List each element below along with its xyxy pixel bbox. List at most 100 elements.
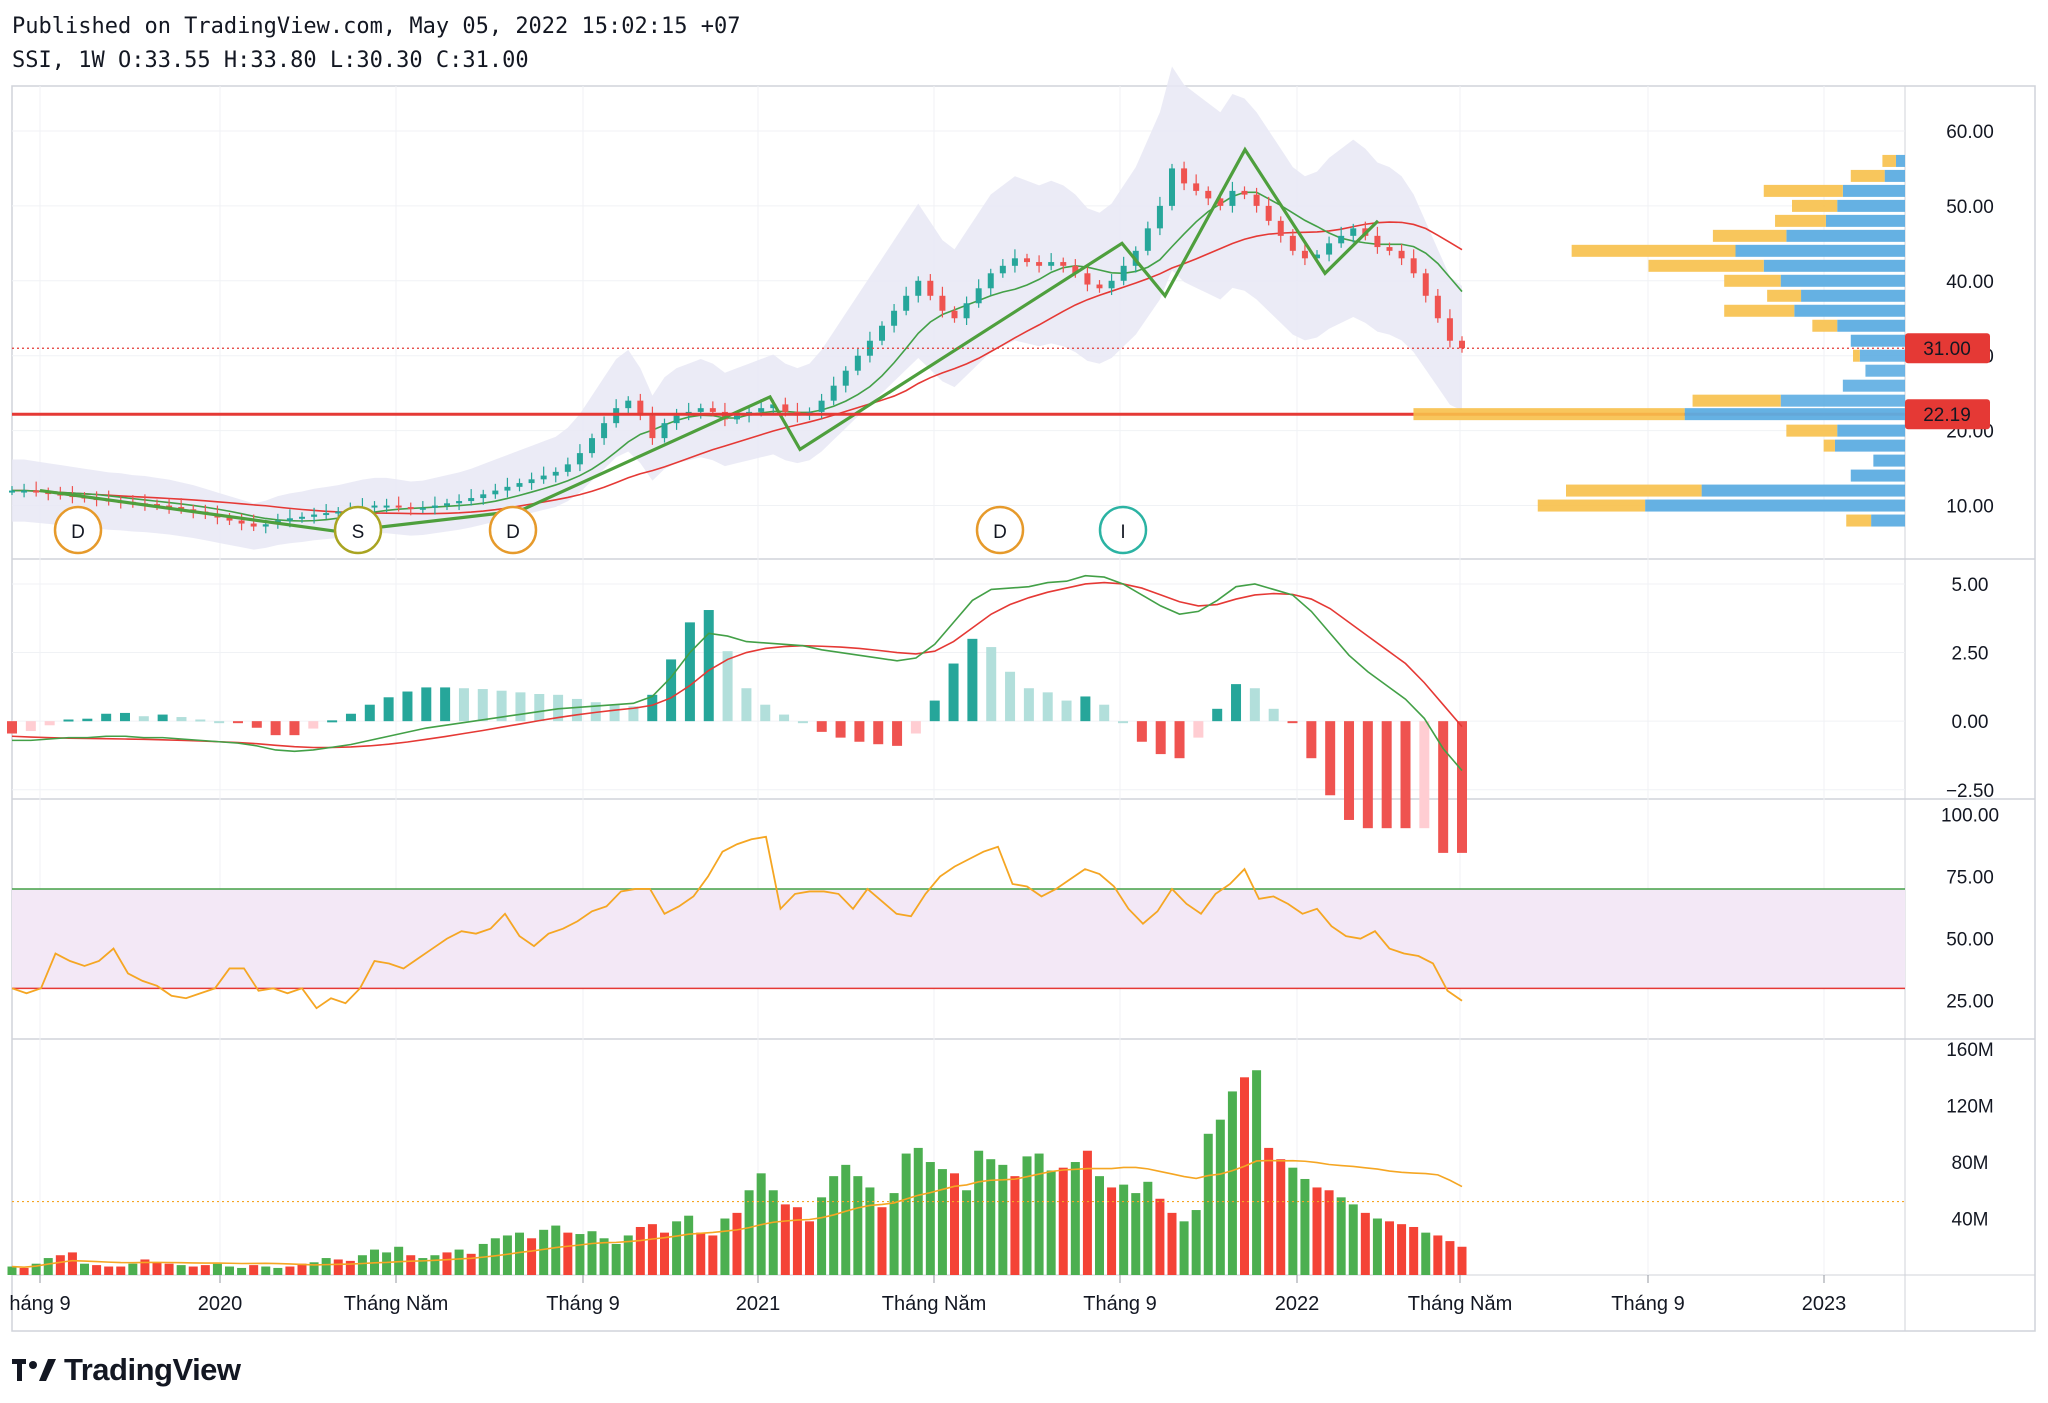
volume-profile-buy	[1780, 394, 1905, 407]
event-marker-dividend	[975, 505, 1025, 555]
macd-histogram-bar	[214, 721, 225, 724]
volume-bar	[599, 1238, 609, 1275]
close-price-label-bg	[1905, 333, 1990, 364]
volume-bar	[1300, 1178, 1310, 1275]
volume-bar	[1070, 1162, 1080, 1275]
bollinger-band	[12, 66, 1462, 550]
macd-histogram-bar	[722, 651, 733, 722]
candle-body	[311, 514, 318, 517]
volume-bar	[587, 1231, 597, 1275]
volume-profile-sell	[1724, 304, 1795, 317]
volume-bar	[140, 1259, 150, 1275]
volume-profile-sell	[1882, 154, 1896, 167]
candle-body	[576, 453, 583, 465]
volume-bar	[1215, 1119, 1225, 1275]
event-marker-label: D	[71, 522, 85, 543]
candle-body	[1289, 235, 1296, 251]
volume-bar	[1191, 1210, 1201, 1275]
volume-bar	[466, 1253, 476, 1275]
volume-bar	[188, 1266, 198, 1275]
volume-bar	[611, 1243, 621, 1275]
macd-histogram-bar	[176, 717, 187, 722]
volume-bar	[237, 1267, 247, 1275]
candle-body	[903, 295, 910, 311]
volume-bar	[285, 1266, 295, 1275]
event-marker-label: S	[352, 522, 365, 543]
event-marker-dividend	[488, 505, 538, 555]
volume-bar	[152, 1262, 162, 1275]
volume-profile-sell	[1767, 289, 1802, 302]
volume-bar	[478, 1243, 488, 1275]
macd-histogram-bar	[7, 721, 17, 734]
event-marker-split	[333, 505, 383, 555]
volume-profile-buy	[1865, 364, 1905, 377]
rsi-tick-label: 25.00	[1946, 992, 1994, 1013]
symbol-ohlc-line: SSI, 1W O:33.55 H:33.80 L:30.30 C:31.00	[12, 48, 529, 73]
event-marker-dividend	[53, 505, 103, 555]
volume-bar	[1252, 1070, 1262, 1275]
candle-body	[1011, 258, 1018, 266]
volume-bar	[1276, 1159, 1286, 1275]
volume-profile-buy	[1684, 408, 1905, 421]
volume-bar	[1372, 1218, 1382, 1275]
volume-bar	[7, 1266, 17, 1275]
macd-histogram-bar	[1457, 721, 1467, 853]
volume-bar	[684, 1215, 694, 1275]
candle-body	[9, 490, 15, 493]
volume-bar	[1131, 1193, 1141, 1275]
volume-bar	[1385, 1221, 1394, 1275]
macd-line	[12, 574, 1463, 772]
macd-tick-label: 0.00	[1952, 712, 1989, 733]
volume-bar	[647, 1224, 657, 1275]
macd-histogram-bar	[986, 647, 997, 722]
volume-profile-sell	[1712, 229, 1787, 242]
volume-profile-sell	[1775, 214, 1826, 227]
macd-histogram-bar	[647, 694, 658, 722]
volume-bar	[31, 1263, 41, 1275]
candle-body	[999, 265, 1006, 274]
volume-profile-buy	[1837, 199, 1905, 212]
volume-tick-label: 160M	[1946, 1040, 1994, 1061]
macd-histogram-bar	[1136, 721, 1147, 742]
volume-bar	[1010, 1176, 1020, 1275]
macd-histogram-bar	[402, 691, 413, 722]
macd-histogram-bar	[741, 688, 752, 722]
candle-body	[649, 415, 656, 439]
volume-bar	[974, 1150, 984, 1275]
volume-bar	[623, 1235, 633, 1275]
volume-profile-buy	[1645, 499, 1905, 512]
volume-bar	[1336, 1197, 1346, 1275]
volume-bar	[1445, 1241, 1455, 1275]
candle-body	[456, 501, 463, 504]
candle-body	[21, 490, 28, 493]
volume-bar	[261, 1266, 271, 1275]
macd-histogram-bar	[1268, 708, 1279, 722]
volume-bar	[1119, 1184, 1129, 1275]
volume-bar	[116, 1266, 126, 1275]
volume-bar	[515, 1232, 524, 1275]
rsi-tick-label: 50.00	[1946, 930, 1994, 951]
event-marker-issue	[1098, 505, 1148, 555]
candle-body	[1217, 198, 1224, 206]
volume-bar	[104, 1266, 114, 1275]
volume-bar	[986, 1159, 996, 1275]
volume-profile-buy	[1735, 244, 1905, 257]
macd-histogram-bar	[1061, 700, 1072, 722]
candle-body	[891, 310, 898, 326]
candle-body	[166, 505, 173, 508]
macd-histogram-bar	[666, 659, 677, 722]
x-tick-label: Tháng 9	[1083, 1293, 1156, 1315]
macd-histogram-bar	[383, 697, 394, 722]
macd-histogram-bar	[1325, 721, 1336, 796]
tradingview-logo[interactable]: TradingView	[12, 1350, 241, 1390]
x-tick-label: Tháng Năm	[1408, 1293, 1513, 1315]
macd-histogram-bar	[1042, 692, 1053, 722]
volume-ma-line	[11, 1159, 1463, 1269]
macd-histogram-bar	[1005, 671, 1016, 722]
macd-histogram-bar	[1419, 721, 1430, 829]
volume-bar	[1203, 1133, 1213, 1275]
x-tick-label: 2022	[1275, 1293, 1320, 1315]
volume-bar	[732, 1212, 742, 1275]
candle-body	[552, 471, 559, 476]
